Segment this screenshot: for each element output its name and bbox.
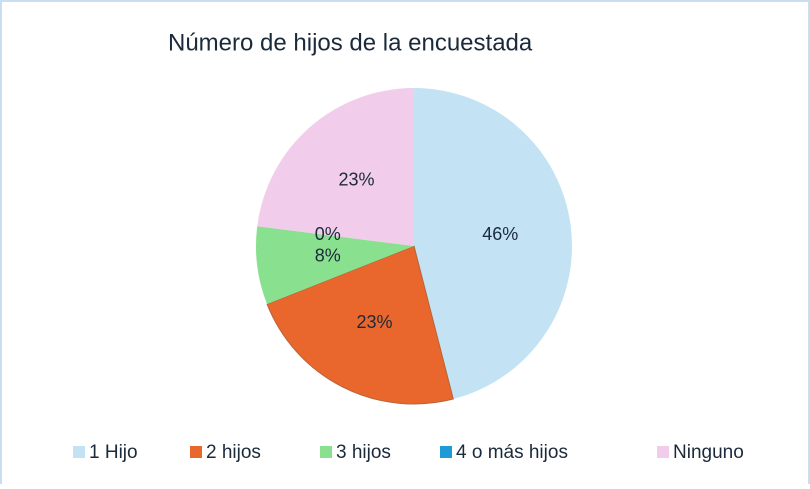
pie-slice: [257, 88, 414, 246]
legend-swatch: [320, 446, 332, 458]
legend-label: 4 o más hijos: [456, 442, 568, 463]
data-label: 0%: [315, 224, 341, 244]
pie-slice: [414, 88, 573, 400]
data-label: 8%: [315, 246, 341, 266]
data-label: 23%: [357, 312, 393, 332]
pie-slice: [266, 245, 454, 405]
pie-slice: [256, 226, 414, 305]
legend-label: 2 hijos: [206, 442, 261, 463]
legend-swatch: [440, 446, 452, 458]
legend-label: 1 Hijo: [89, 442, 138, 463]
legend-label: 3 hijos: [336, 442, 391, 463]
data-label: 46%: [482, 224, 518, 244]
legend-label: Ninguno: [673, 442, 744, 463]
data-label: 23%: [339, 170, 375, 190]
legend-swatch: [190, 446, 202, 458]
chart-title: Número de hijos de la encuestada: [168, 29, 533, 56]
legend-swatch: [73, 446, 85, 458]
legend-swatch: [657, 446, 669, 458]
